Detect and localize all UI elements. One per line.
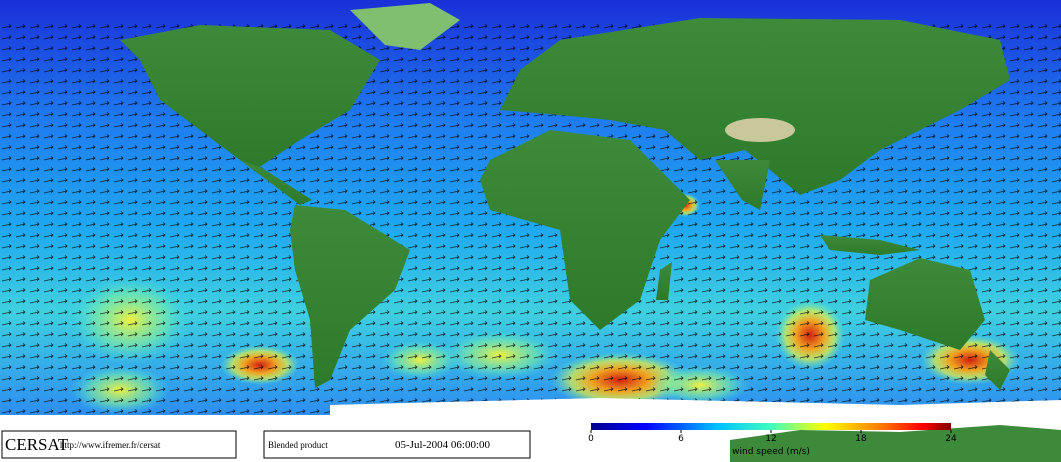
colorbar-tick-label: 6 (678, 434, 684, 444)
product-box (263, 430, 531, 459)
date: 05-Jul-2004 06:00:00 (395, 439, 491, 451)
continents (120, 3, 1010, 390)
colorbar-tick-label: 0 (588, 434, 594, 444)
colorbar-scale (591, 423, 951, 430)
product: Blended product (268, 440, 328, 450)
colorbar-tick-label: 18 (855, 434, 867, 444)
antarctica-land (730, 425, 1061, 462)
logo-box (1, 430, 237, 459)
colorbar-label: wind speed (m/s) (732, 447, 810, 457)
colorbar: 0 6 12 18 24 (588, 423, 957, 444)
colorbar-tick-label: 24 (945, 434, 957, 444)
url: http://www.ifremer.fr/cersat (60, 440, 161, 450)
logo: CERSAT (5, 435, 69, 454)
colorbar-tick-label: 12 (765, 434, 776, 444)
